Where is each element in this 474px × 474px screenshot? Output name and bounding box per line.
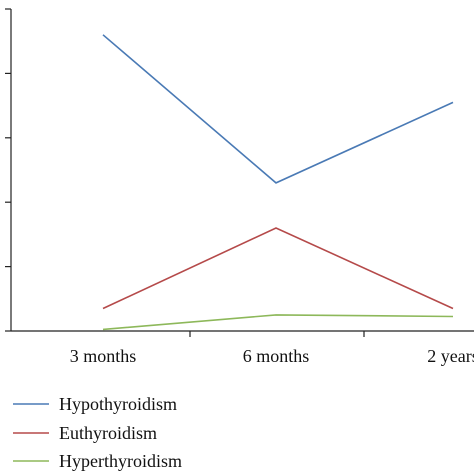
legend-label: Hyperthyroidism <box>59 451 182 471</box>
series-lines <box>102 34 454 331</box>
series-line-euthyroidism <box>102 227 454 310</box>
series-line-hyperthyroidism <box>102 314 454 331</box>
chart-axes <box>5 8 474 337</box>
series-line-hypothyroidism <box>102 34 454 184</box>
legend-label: Hypothyroidism <box>59 394 177 414</box>
x-tick-label: 3 months <box>70 346 137 366</box>
x-tick-label: 2 years <box>427 346 474 366</box>
legend-label: Euthyroidism <box>59 423 157 443</box>
x-tick-label: 6 months <box>243 346 310 366</box>
legend: Hypothyroidism Euthyroidism Hyperthyroidis… <box>13 394 182 471</box>
x-tick-labels: 3 months 6 months 2 years <box>70 346 474 366</box>
